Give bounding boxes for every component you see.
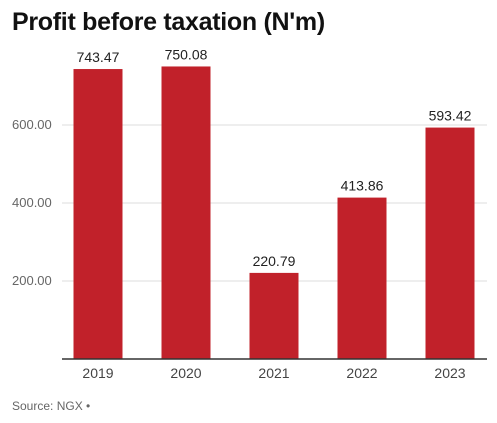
bars	[73, 66, 475, 360]
x-tick-label: 2021	[258, 365, 289, 381]
data-label: 220.79	[253, 253, 296, 269]
y-tick-label: 200.00	[12, 273, 52, 288]
bar-2023	[425, 127, 475, 360]
x-tick-label: 2019	[82, 365, 113, 381]
x-axis-ticks: 2019 2020 2021 2022 2023	[82, 365, 465, 381]
bar-2020	[161, 66, 211, 359]
y-tick-label: 600.00	[12, 117, 52, 132]
chart-title: Profit before taxation (N'm)	[12, 8, 325, 36]
bar-2021	[249, 272, 299, 359]
x-tick-label: 2023	[434, 365, 465, 381]
source-note: Source: NGX •	[12, 399, 91, 413]
bar-2019	[73, 69, 123, 360]
x-tick-label: 2022	[346, 365, 377, 381]
data-label: 743.47	[77, 49, 120, 65]
y-axis-ticks: 200.00 400.00 600.00	[12, 117, 52, 288]
data-label: 750.08	[165, 46, 208, 62]
y-tick-label: 400.00	[12, 195, 52, 210]
data-label: 593.42	[429, 108, 472, 124]
value-labels: 743.47 750.08 220.79 413.86 593.42	[77, 46, 472, 268]
data-label: 413.86	[341, 178, 384, 194]
bar-2022	[337, 197, 387, 359]
x-tick-label: 2020	[170, 365, 201, 381]
